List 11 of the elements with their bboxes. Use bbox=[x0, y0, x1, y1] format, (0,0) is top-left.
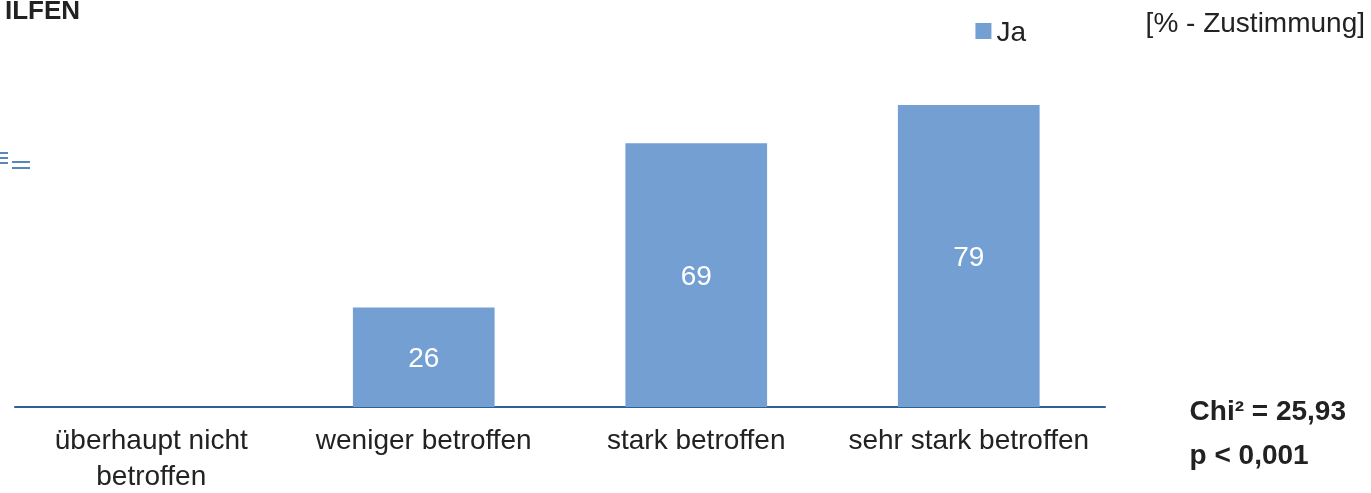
x-tick-label: stark betroffen bbox=[607, 423, 786, 455]
chart-title: ILFEN bbox=[5, 0, 81, 25]
y-axis-title: [% - Zustimmung] bbox=[1145, 6, 1366, 38]
data-label: 69 bbox=[680, 259, 712, 291]
legend-label: Ja bbox=[996, 15, 1027, 47]
text: Chi² = 25,93 p < 0,001 bbox=[1189, 394, 1346, 470]
x-tick-label: überhaupt nicht betroffen bbox=[54, 423, 248, 491]
data-label: 26 bbox=[408, 341, 440, 373]
data-label: 79 bbox=[953, 240, 985, 272]
x-tick-label: sehr stark betroffen bbox=[848, 423, 1090, 455]
x-tick-label: weniger betroffen bbox=[314, 423, 532, 455]
